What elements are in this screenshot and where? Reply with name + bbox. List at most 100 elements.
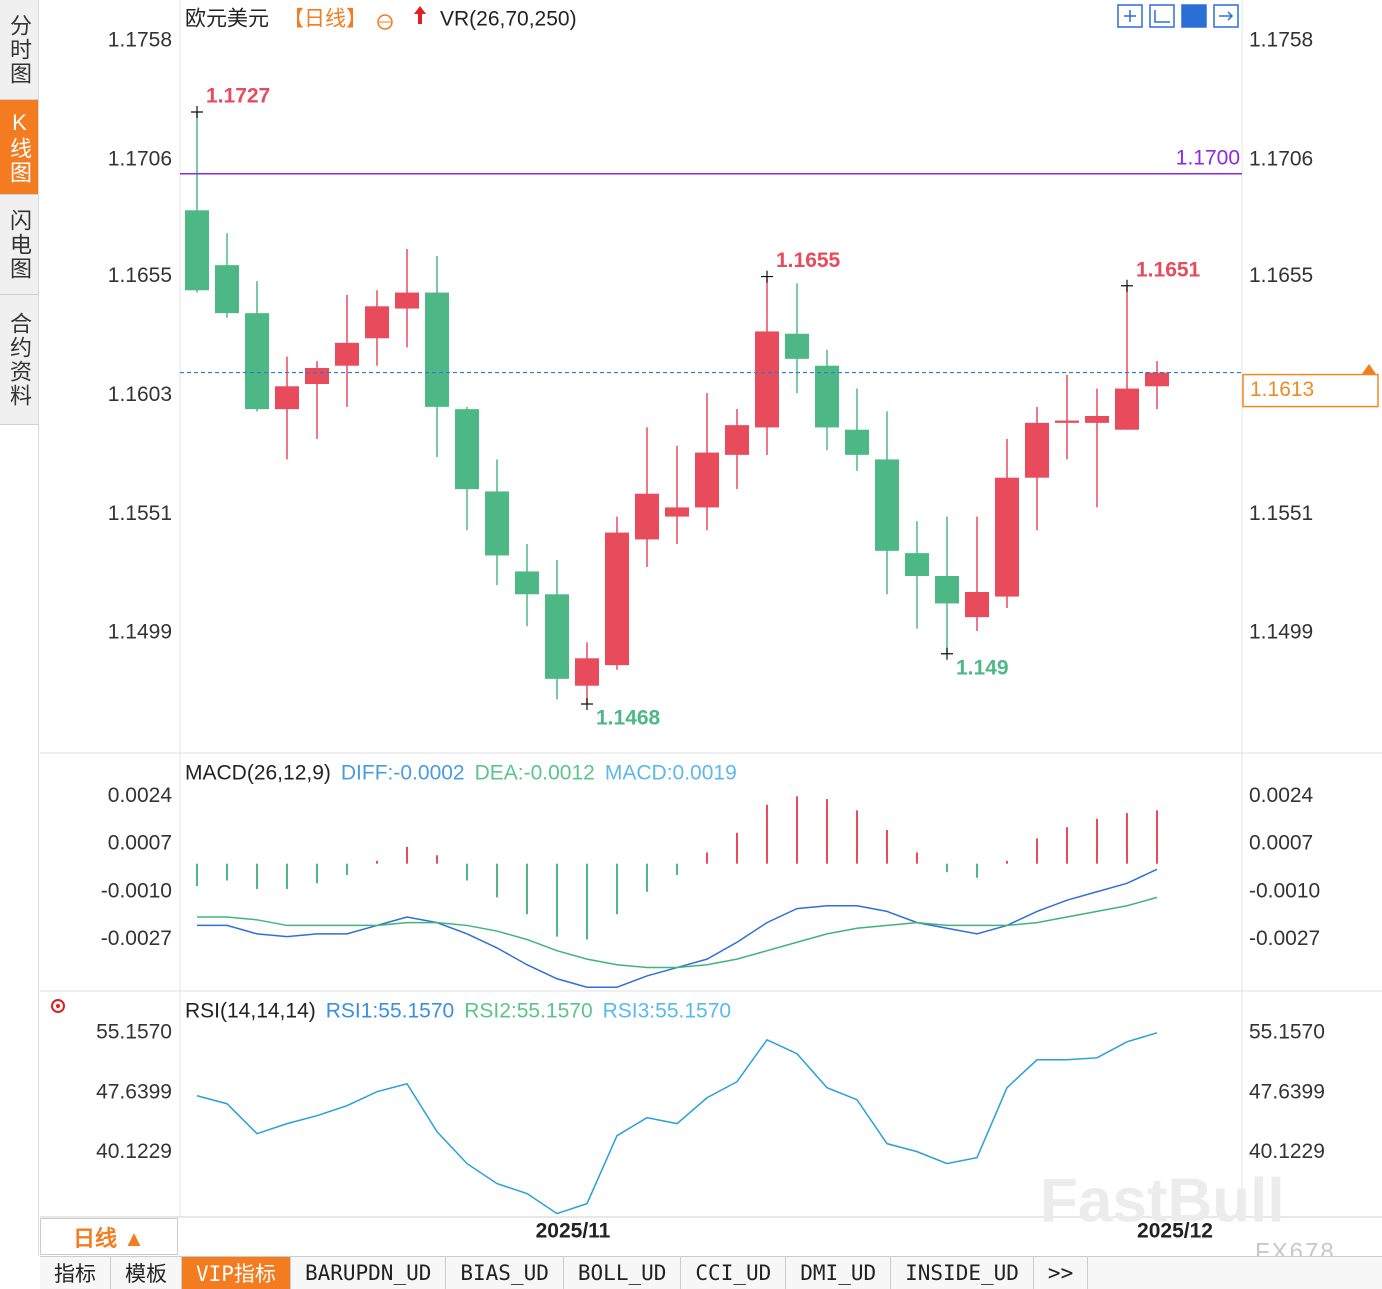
indicator-label: RSI(14,14,14): [185, 1000, 316, 1023]
y-tick-label: 1.1758: [108, 29, 172, 52]
toolbar: 指标 模板 VIP指标 BARUPDN_UD BIAS_UD BOLL_UD CCI_UD D…: [40, 1256, 1382, 1289]
candle-body: [935, 576, 959, 604]
extreme-label: 1.1651: [1136, 258, 1201, 281]
candle-body: [965, 592, 989, 618]
candle-body: [215, 265, 239, 314]
toolbar-tab[interactable]: BIAS_UD: [446, 1257, 564, 1289]
candle-body: [575, 658, 599, 686]
y2-tick-label: 47.6399: [1249, 1080, 1325, 1103]
y-tick-label: 0.0024: [108, 784, 173, 807]
extreme-marker: [941, 647, 953, 660]
candle-body: [665, 507, 689, 517]
chart-title: 欧元美元: [185, 8, 269, 31]
candle-body: [1085, 416, 1109, 423]
y-tick-label: -0.0027: [101, 927, 172, 950]
toolbar-tab[interactable]: 指标: [40, 1257, 111, 1289]
candle-body: [365, 306, 389, 339]
candle-body: [1025, 422, 1049, 478]
candle-body: [995, 477, 1019, 597]
toolbar-tab[interactable]: BARUPDN_UD: [291, 1257, 447, 1289]
sidebar-tab[interactable]: 分时图: [0, 0, 38, 100]
chart: FastBull FX678 欧元美元 【日线】 VR(26,70,250) 1…: [40, 0, 1382, 1256]
icon-button[interactable]: [1181, 4, 1207, 28]
y-tick-label: 55.1570: [96, 1020, 172, 1043]
indicator-line: [196, 1032, 1158, 1215]
candle-body: [425, 292, 449, 407]
y2-tick-label: 1.1706: [1249, 148, 1313, 171]
candle-body: [275, 386, 299, 410]
sidebar-tab[interactable]: 闪电图: [0, 195, 38, 295]
indicator-label: RSI3:55.1570: [603, 1000, 731, 1023]
watermark-code: FX678: [1255, 1238, 1336, 1256]
y-tick-label: 40.1229: [96, 1140, 172, 1163]
y2-tick-label: -0.0027: [1249, 927, 1320, 950]
icon-button[interactable]: [1117, 4, 1143, 28]
candle-body: [245, 313, 269, 410]
sidebar-tab[interactable]: K线图: [0, 100, 38, 195]
candle-body: [305, 368, 329, 384]
last-price-box: [1242, 373, 1379, 408]
watermark: FastBull: [1040, 1166, 1285, 1235]
extreme-marker: [761, 270, 773, 283]
indicator-label: MACD:0.0019: [605, 762, 737, 785]
y-tick-label: 1.1655: [108, 264, 172, 287]
candle-body: [1055, 420, 1079, 423]
toolbar-tab[interactable]: VIP指标: [182, 1257, 291, 1289]
extreme-marker: [191, 106, 203, 118]
candle-body: [845, 429, 869, 455]
toolbar-tab[interactable]: DMI_UD: [786, 1257, 892, 1289]
y2-tick-label: -0.0010: [1249, 879, 1320, 902]
toolbar-tab[interactable]: BOLL_UD: [564, 1257, 682, 1289]
candle-body: [1145, 372, 1169, 387]
y-tick-label: 0.0007: [108, 832, 172, 855]
indicator-label: RSI1:55.1570: [326, 1000, 454, 1023]
candle-body: [545, 594, 569, 679]
candle-body: [695, 452, 719, 508]
indicator-line: [197, 896, 1158, 969]
period-button[interactable]: 日线 ▲: [40, 1218, 178, 1255]
candle-body: [485, 491, 509, 556]
y2-tick-label: 0.0007: [1249, 832, 1313, 855]
last-price-label: 1.1613: [1250, 378, 1314, 401]
y2-tick-label: 40.1229: [1249, 1140, 1325, 1163]
sidebar: 分时图 K线图 闪电图 合约资料: [0, 0, 39, 1256]
toolbar-tab[interactable]: CCI_UD: [681, 1257, 787, 1289]
candle-body: [185, 210, 209, 291]
y-tick-label: 1.1603: [108, 383, 172, 406]
y-tick-label: 1.1706: [108, 148, 172, 171]
toolbar-icons: [1117, 4, 1239, 28]
y-tick-label: 1.1551: [108, 502, 172, 525]
indicator-icon[interactable]: [414, 6, 426, 24]
indicator-label: DEA:-0.0012: [475, 762, 595, 785]
candle-body: [635, 493, 659, 540]
y2-tick-label: 1.1499: [1249, 621, 1313, 644]
candle-body: [875, 459, 899, 551]
extreme-label: 1.1727: [206, 85, 270, 108]
candle-body: [455, 409, 479, 490]
indicator-label: DIFF:-0.0002: [341, 762, 465, 785]
indicator-label: RSI2:55.1570: [464, 1000, 592, 1023]
extreme-marker: [581, 698, 593, 710]
toolbar-tab[interactable]: >>: [1034, 1257, 1089, 1289]
icon-button[interactable]: [1149, 4, 1175, 28]
x-tick-label: 2025/11: [536, 1220, 611, 1243]
y2-tick-label: 1.1758: [1249, 29, 1313, 52]
icon-button[interactable]: [1213, 4, 1239, 28]
extreme-label: 1.1655: [776, 249, 841, 272]
y-tick-label: -0.0010: [101, 879, 172, 902]
y2-tick-label: 1.1655: [1249, 264, 1313, 287]
toolbar-tab[interactable]: INSIDE_UD: [891, 1257, 1034, 1289]
indicator-line: [197, 868, 1158, 988]
candle-body: [725, 425, 749, 455]
toolbar-tab[interactable]: 模板: [111, 1257, 182, 1289]
rsi-icon[interactable]: [51, 999, 65, 1013]
candle-body: [755, 331, 779, 428]
price-line-label: 1.1700: [1176, 146, 1240, 169]
y2-tick-label: 0.0024: [1249, 784, 1314, 807]
candle-body: [335, 342, 359, 366]
y2-tick-label: 55.1570: [1249, 1020, 1325, 1043]
candle-body: [785, 333, 809, 359]
sidebar-tab[interactable]: 合约资料: [0, 295, 38, 425]
y-tick-label: 47.6399: [96, 1080, 172, 1103]
